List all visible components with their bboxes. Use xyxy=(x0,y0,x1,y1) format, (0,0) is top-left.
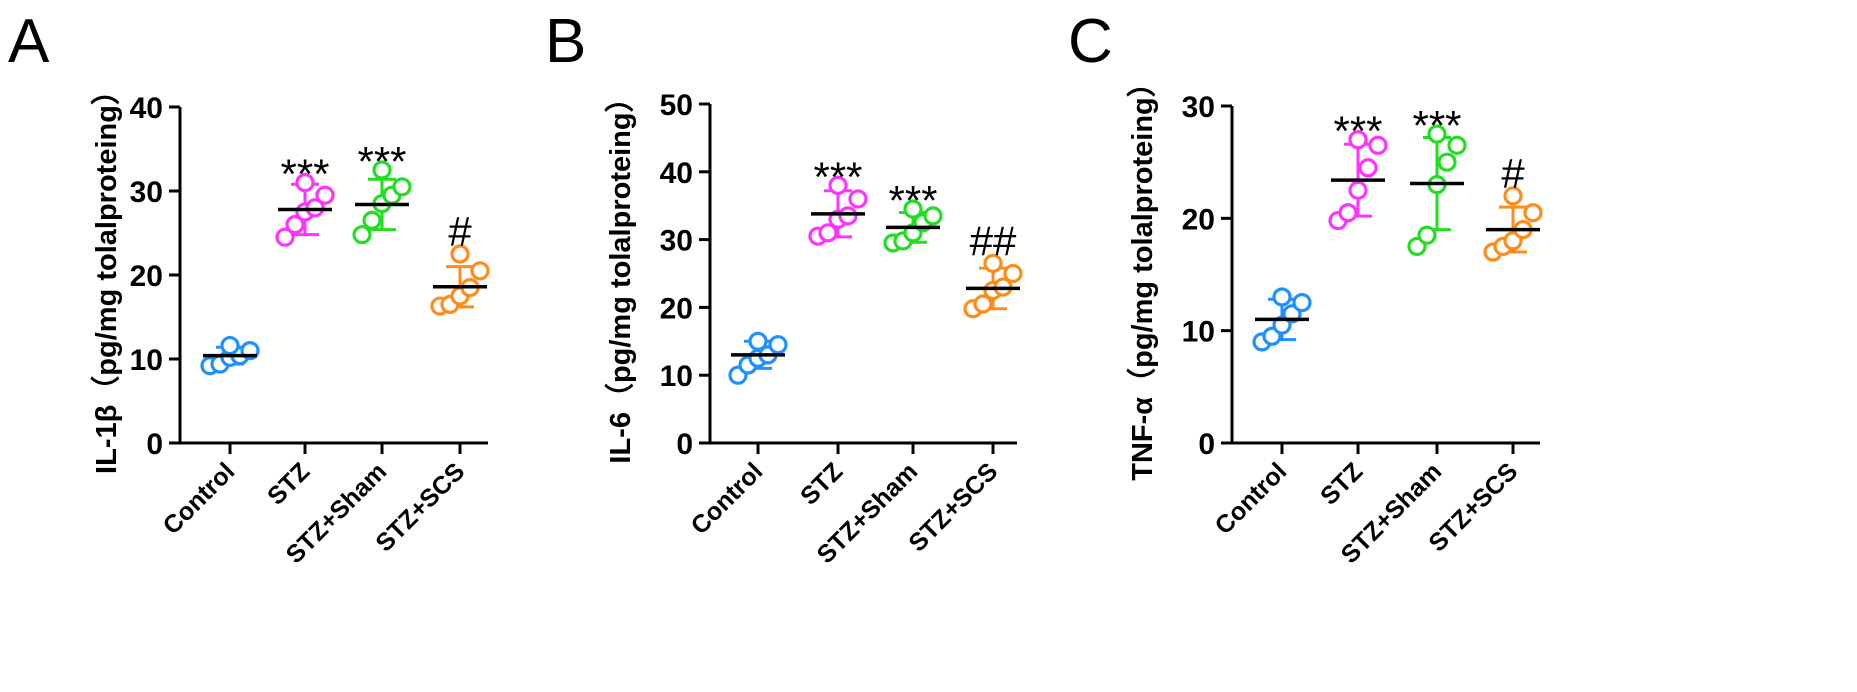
y-tick-label: 10 xyxy=(1182,316,1215,349)
data-point xyxy=(1272,287,1292,307)
significance-label: # xyxy=(448,208,472,255)
significance-label: *** xyxy=(1412,102,1461,149)
y-tick-label: 0 xyxy=(676,428,693,461)
data-point xyxy=(372,160,392,180)
data-point xyxy=(392,177,412,197)
data-point xyxy=(1427,124,1447,144)
data-point xyxy=(973,294,993,314)
data-point xyxy=(470,261,490,281)
significance-label: *** xyxy=(888,177,937,224)
y-tick-label: 0 xyxy=(146,428,163,461)
data-point xyxy=(983,253,1003,273)
significance-label: *** xyxy=(1333,108,1382,155)
significance-label: ## xyxy=(970,217,1017,264)
data-point xyxy=(315,185,335,205)
data-point xyxy=(1348,180,1368,200)
data-point xyxy=(818,223,838,243)
y-tick-label: 30 xyxy=(1182,91,1215,124)
data-point xyxy=(295,173,315,193)
x-tick-label: STZ xyxy=(262,457,315,510)
panel-letter: C xyxy=(1068,7,1113,76)
y-axis-title: IL-1β（pg/mg tolalproteing） xyxy=(90,76,123,474)
y-tick-label: 20 xyxy=(1182,203,1215,236)
data-point xyxy=(1338,203,1358,223)
y-axis-title: IL-6（pg/mg tolalproteing） xyxy=(604,83,637,463)
data-point xyxy=(1417,225,1437,245)
y-tick-label: 40 xyxy=(130,92,163,125)
y-tick-label: 30 xyxy=(660,225,693,258)
data-point xyxy=(1523,203,1543,223)
data-point xyxy=(838,206,858,226)
data-point xyxy=(275,227,295,247)
significance-label: # xyxy=(1501,150,1525,197)
data-point xyxy=(1358,158,1378,178)
data-point xyxy=(1368,135,1388,155)
y-tick-label: 20 xyxy=(130,260,163,293)
panel-B: B 0 10 20 30 40 50 IL-6（pg/mg tolalproteing） Con… xyxy=(545,7,1023,569)
y-tick-label: 20 xyxy=(660,292,693,325)
data-point xyxy=(748,331,768,351)
x-tick-label: Control xyxy=(686,457,769,540)
x-tick-label: Control xyxy=(158,457,241,540)
y-tick-label: 40 xyxy=(660,157,693,190)
x-tick-label: STZ xyxy=(1315,457,1368,510)
x-tick-label: Control xyxy=(1210,457,1293,540)
y-tick-label: 30 xyxy=(130,176,163,209)
x-tick-label: STZ xyxy=(795,457,848,510)
significance-label: *** xyxy=(357,138,406,185)
data-point xyxy=(1003,263,1023,284)
y-tick-label: 0 xyxy=(1198,428,1215,461)
significance-label: *** xyxy=(813,153,862,200)
panel-letter: B xyxy=(545,7,586,76)
data-point xyxy=(848,189,868,209)
data-point xyxy=(1292,292,1312,313)
y-axis-title: TNF-α（pg/mg tolalproteing） xyxy=(1126,68,1159,481)
data-point xyxy=(450,244,470,264)
y-tick-label: 10 xyxy=(660,360,693,393)
significance-label: *** xyxy=(280,151,329,198)
y-tick-label: 10 xyxy=(130,344,163,377)
data-point xyxy=(1348,130,1368,150)
data-point xyxy=(768,335,788,355)
data-point xyxy=(285,215,305,235)
data-point xyxy=(352,225,372,245)
data-point xyxy=(923,206,943,226)
data-point xyxy=(220,335,240,356)
panel-C: C 0 10 20 30 TNF-α（pg/mg tolalproteing） Contro… xyxy=(1068,7,1543,569)
data-point xyxy=(362,210,382,230)
data-point xyxy=(903,199,923,219)
data-point xyxy=(828,175,848,195)
data-point xyxy=(1503,186,1523,206)
data-point xyxy=(1447,135,1467,155)
y-tick-label: 50 xyxy=(660,89,693,122)
data-point xyxy=(1437,152,1457,172)
panel-letter: A xyxy=(8,7,50,76)
